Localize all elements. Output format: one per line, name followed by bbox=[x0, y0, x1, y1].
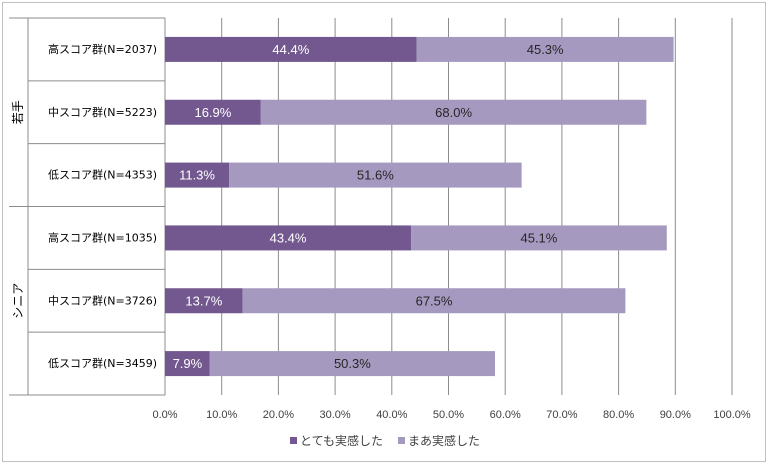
bar-totemo bbox=[165, 351, 210, 377]
x-tick-label: 20.0% bbox=[263, 409, 294, 421]
x-tick-label: 70.0% bbox=[546, 409, 577, 421]
x-tick-label: 90.0% bbox=[660, 409, 691, 421]
legend-swatch bbox=[290, 437, 297, 444]
bar-maa bbox=[411, 225, 667, 251]
data-label: 44.4% bbox=[272, 42, 309, 57]
group-label: シニア bbox=[11, 283, 25, 319]
x-tick-label: 80.0% bbox=[603, 409, 634, 421]
legend-label: とても実感した bbox=[300, 433, 383, 448]
bar-maa bbox=[229, 162, 522, 188]
bar-totemo bbox=[165, 162, 230, 188]
bar-totemo bbox=[165, 36, 417, 62]
data-label: 16.9% bbox=[194, 105, 231, 120]
data-label: 68.0% bbox=[435, 105, 472, 120]
bar-totemo bbox=[165, 288, 243, 314]
x-tick-label: 100.0% bbox=[713, 409, 751, 421]
x-tick-label: 60.0% bbox=[490, 409, 521, 421]
x-tick-label: 50.0% bbox=[433, 409, 464, 421]
x-tick-label: 0.0% bbox=[152, 409, 177, 421]
data-label: 43.4% bbox=[270, 230, 307, 245]
bar-totemo bbox=[165, 99, 261, 125]
legend-swatch bbox=[398, 437, 405, 444]
data-label: 13.7% bbox=[185, 293, 222, 308]
data-label: 67.5% bbox=[416, 293, 453, 308]
category-label: 低スコア群(N=4353) bbox=[48, 168, 157, 182]
x-tick-label: 30.0% bbox=[319, 409, 350, 421]
data-label: 50.3% bbox=[334, 356, 371, 371]
data-label: 45.3% bbox=[527, 42, 564, 57]
x-tick-label: 40.0% bbox=[376, 409, 407, 421]
data-label: 45.1% bbox=[520, 230, 557, 245]
category-label: 中スコア群(N=5223) bbox=[48, 105, 157, 119]
group-label: 若手 bbox=[11, 100, 25, 124]
bar-maa bbox=[209, 351, 495, 377]
bar-maa bbox=[242, 288, 626, 314]
x-tick-label: 10.0% bbox=[206, 409, 237, 421]
category-label: 低スコア群(N=3459) bbox=[48, 356, 157, 370]
category-label: 高スコア群(N=1035) bbox=[48, 230, 157, 244]
data-label: 7.9% bbox=[173, 356, 203, 371]
bar-maa bbox=[416, 36, 674, 62]
data-label: 51.6% bbox=[357, 168, 394, 183]
bar-totemo bbox=[165, 225, 412, 251]
category-label: 高スコア群(N=2037) bbox=[48, 42, 157, 56]
legend-label: まあ実感した bbox=[408, 433, 480, 448]
bar-maa bbox=[260, 99, 647, 125]
category-label: 中スコア群(N=3726) bbox=[48, 293, 157, 307]
data-label: 11.3% bbox=[179, 168, 215, 183]
